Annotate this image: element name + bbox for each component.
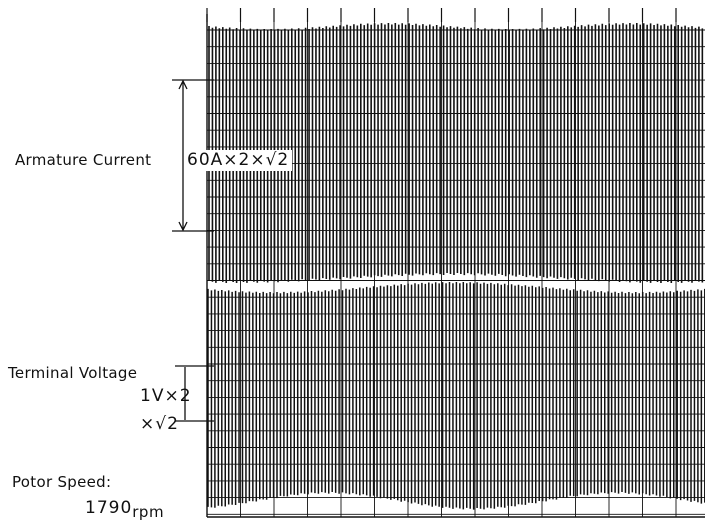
armature-current-label: Armature Current	[15, 151, 152, 169]
rotor-speed-unit: rpm	[132, 503, 165, 521]
scale-markers	[172, 79, 214, 422]
armature-scale-arrow-head-top	[178, 79, 188, 90]
armature-current-scale: 60A×2×√2	[184, 150, 293, 171]
terminal-voltage-trace	[207, 282, 705, 510]
rotor-speed-number: 1790	[85, 498, 133, 518]
rotor-speed-value: 1790rpm	[85, 500, 164, 520]
terminal-voltage-scale-line2: ×√2	[140, 414, 179, 434]
rotor-speed-label: Potor Speed:	[12, 473, 112, 491]
armature-scale-arrow-head-bottom	[178, 221, 188, 232]
terminal-voltage-label: Terminal Voltage	[8, 364, 138, 382]
terminal-voltage-scale-line1: 1V×2	[140, 386, 192, 406]
